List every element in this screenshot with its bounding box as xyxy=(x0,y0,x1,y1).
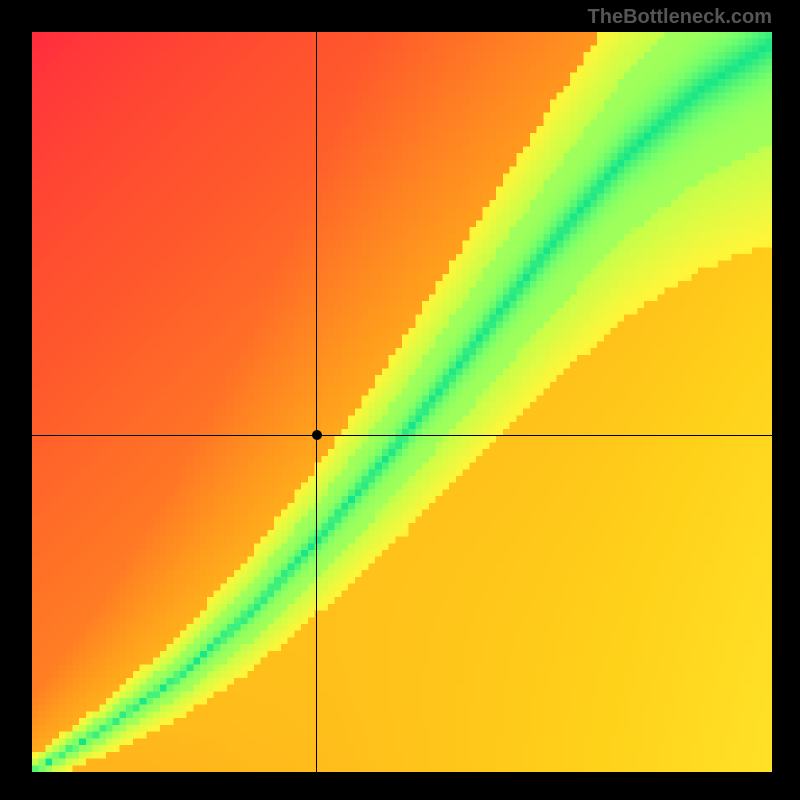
watermark-text: TheBottleneck.com xyxy=(588,6,772,29)
chart-container: TheBottleneck.com xyxy=(0,0,800,800)
plot-area xyxy=(32,32,772,772)
crosshair-vertical xyxy=(316,32,317,772)
heatmap-canvas xyxy=(32,32,772,772)
crosshair-horizontal xyxy=(32,435,772,436)
